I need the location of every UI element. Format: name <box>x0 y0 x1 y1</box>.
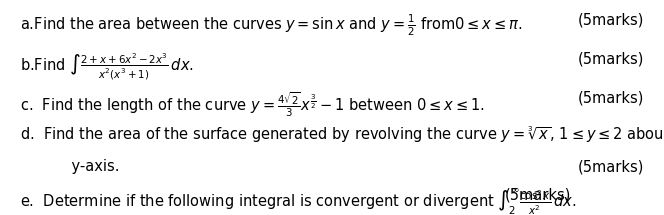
Text: (5marks): (5marks) <box>578 52 644 67</box>
Text: b.Find $\int \frac{2+x+6x^2-2x^3}{x^2(x^3+1)}\,dx$.: b.Find $\int \frac{2+x+6x^2-2x^3}{x^2(x^… <box>20 52 194 82</box>
Text: a.Find the area between the curves $y = \sin x$ and $y = \frac{1}{2}$ from$0 \le: a.Find the area between the curves $y = … <box>20 13 523 38</box>
Text: (5marks): (5marks) <box>578 90 644 105</box>
Text: y-axis.: y-axis. <box>53 159 120 174</box>
Text: (5marks): (5marks) <box>578 13 644 28</box>
Text: e.  Determine if the following integral is convergent or divergent $\int_2^{\inf: e. Determine if the following integral i… <box>20 187 576 215</box>
Text: (5marks): (5marks) <box>505 187 571 202</box>
Text: (5marks): (5marks) <box>578 159 644 174</box>
Text: c.  Find the length of the curve $y = \frac{4\sqrt{2}}{3}x^{\frac{3}{2}} - 1$ be: c. Find the length of the curve $y = \fr… <box>20 90 485 119</box>
Text: d.  Find the area of the surface generated by revolving the curve $y = \sqrt[3]{: d. Find the area of the surface generate… <box>20 125 664 145</box>
